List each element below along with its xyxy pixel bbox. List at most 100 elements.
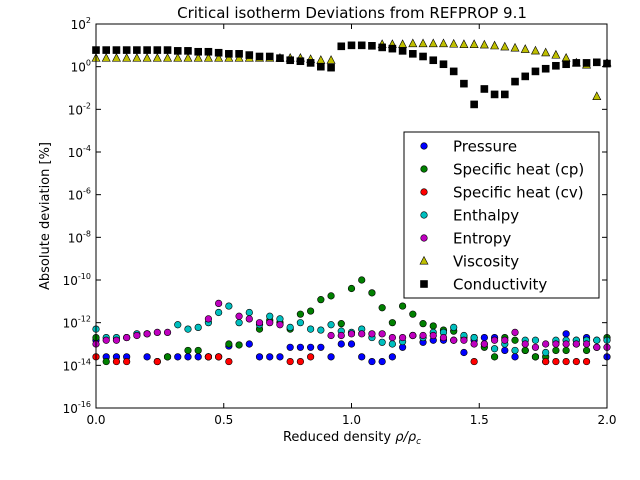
point-pressure	[296, 343, 305, 351]
y-axis-label: Absolute deviation [%]	[38, 142, 53, 290]
point-conductivity	[511, 77, 519, 86]
point-specific-heat-cv	[307, 353, 315, 361]
legend-marker	[420, 165, 428, 173]
point-viscosity	[438, 38, 448, 48]
point-conductivity	[163, 46, 172, 54]
point-enthalpy	[490, 345, 499, 353]
x-tick-label: 0.5	[214, 413, 233, 427]
legend: Pressure Specific heat (cp) Specific heat …	[403, 131, 600, 299]
point-specific-heat-cp	[358, 276, 366, 284]
point-specific-heat-cv	[112, 357, 121, 366]
point-viscosity	[418, 38, 428, 48]
point-viscosity	[428, 38, 438, 48]
point-viscosity	[163, 53, 173, 62]
point-entropy	[572, 340, 580, 348]
point-viscosity	[152, 53, 162, 62]
point-pressure	[307, 343, 315, 351]
point-conductivity	[562, 60, 570, 69]
y-tick-label: 10-12	[63, 315, 91, 331]
point-entropy	[358, 330, 366, 338]
point-pressure	[327, 353, 335, 361]
point-entropy	[255, 319, 264, 327]
point-conductivity	[368, 42, 376, 50]
point-conductivity	[490, 90, 499, 99]
point-viscosity	[520, 44, 530, 53]
point-pressure	[501, 346, 509, 355]
point-conductivity	[409, 50, 417, 58]
point-entropy	[143, 330, 151, 338]
point-viscosity	[101, 53, 111, 62]
point-specific-heat-cv	[542, 357, 550, 366]
point-pressure	[460, 348, 468, 357]
point-pressure	[245, 340, 253, 348]
point-entropy	[102, 336, 110, 344]
legend-marker	[420, 234, 428, 242]
point-pressure	[255, 353, 264, 361]
point-conductivity	[357, 41, 366, 50]
point-conductivity	[470, 100, 478, 109]
point-specific-heat-cp	[347, 284, 356, 293]
point-viscosity	[203, 53, 213, 62]
point-conductivity	[306, 59, 315, 67]
point-entropy	[153, 328, 161, 336]
point-enthalpy	[531, 336, 540, 344]
point-entropy	[419, 331, 427, 340]
point-pressure	[358, 353, 366, 361]
point-conductivity	[112, 46, 121, 54]
point-conductivity	[500, 90, 509, 99]
point-specific-heat-cp	[337, 320, 345, 328]
x-axis-label: Reduced density ρ/ρc	[283, 430, 421, 447]
point-specific-heat-cp	[419, 320, 427, 328]
point-pressure	[388, 353, 396, 361]
point-conductivity	[296, 57, 305, 66]
point-entropy	[521, 340, 529, 348]
point-viscosity	[122, 53, 132, 62]
point-entropy	[511, 328, 519, 336]
point-entropy	[542, 340, 550, 348]
point-enthalpy	[194, 323, 202, 331]
point-conductivity	[541, 64, 550, 73]
chart-title: Critical isotherm Deviations from REFPRO…	[177, 4, 527, 22]
point-viscosity	[142, 53, 152, 62]
point-specific-heat-cp	[378, 304, 386, 312]
point-entropy	[429, 331, 437, 340]
point-specific-heat-cp	[102, 357, 110, 366]
point-pressure	[480, 333, 488, 342]
y-tick-label: 10-2	[68, 101, 91, 117]
point-entropy	[593, 343, 601, 351]
point-enthalpy	[327, 321, 335, 329]
x-tick-label: 1.0	[342, 413, 361, 427]
point-conductivity	[184, 47, 192, 55]
legend-label: Specific heat (cv)	[453, 184, 584, 202]
point-specific-heat-cv	[204, 353, 213, 361]
point-conductivity	[429, 56, 438, 65]
point-specific-heat-cp	[531, 353, 540, 361]
point-specific-heat-cp	[582, 346, 591, 355]
point-conductivity	[276, 54, 284, 62]
point-enthalpy	[225, 302, 233, 310]
point-pressure	[347, 340, 356, 348]
legend-label: Conductivity	[453, 276, 547, 294]
point-entropy	[439, 333, 448, 342]
point-conductivity	[286, 56, 294, 65]
point-enthalpy	[184, 325, 192, 333]
point-conductivity	[225, 50, 233, 58]
point-viscosity	[469, 39, 479, 48]
point-conductivity	[460, 79, 468, 88]
point-viscosity	[530, 45, 540, 55]
point-specific-heat-cp	[490, 353, 499, 361]
point-specific-heat-cp	[388, 319, 396, 327]
point-specific-heat-cv	[296, 357, 305, 366]
point-entropy	[552, 340, 560, 348]
point-enthalpy	[266, 312, 274, 320]
point-viscosity	[408, 38, 418, 48]
point-viscosity	[510, 42, 520, 52]
point-conductivity	[214, 48, 223, 57]
point-viscosity	[316, 55, 326, 64]
point-entropy	[378, 330, 386, 338]
legend-label: Pressure	[453, 138, 517, 156]
point-entropy	[266, 319, 274, 327]
point-conductivity	[337, 42, 346, 51]
point-enthalpy	[542, 348, 550, 357]
